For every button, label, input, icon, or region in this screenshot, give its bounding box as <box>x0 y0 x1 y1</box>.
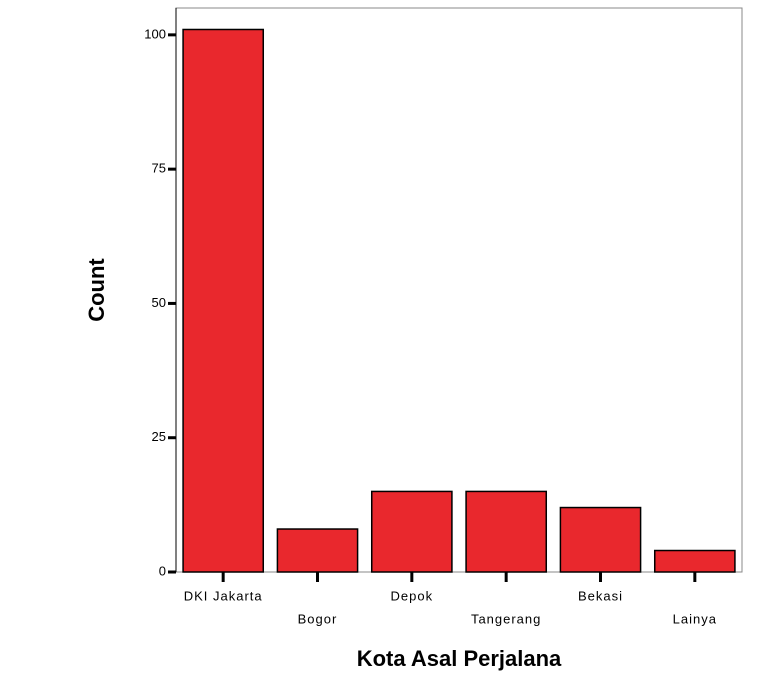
x-tick-label: Depok <box>391 588 434 603</box>
y-tick-label: 75 <box>152 161 166 176</box>
bar <box>277 529 357 572</box>
x-tick-label: Lainya <box>673 611 717 626</box>
bar <box>560 508 640 572</box>
bar <box>372 491 452 572</box>
x-tick-label: Tangerang <box>471 611 541 626</box>
chart: Kota Asal Perjalana Count 0 25 50 75 100 DKI … <box>0 0 773 674</box>
y-axis-title: Count <box>84 258 109 322</box>
y-tick-label: 25 <box>152 429 166 444</box>
x-axis-title: Kota Asal Perjalana <box>357 646 562 671</box>
y-tick-label: 50 <box>152 295 166 310</box>
x-tick-label: Bogor <box>298 611 338 626</box>
bar <box>655 551 735 572</box>
x-tick-label: DKI Jakarta <box>184 588 263 603</box>
y-tick-label: 0 <box>159 563 166 578</box>
bar <box>183 29 263 572</box>
bar <box>466 491 546 572</box>
y-tick-label: 100 <box>144 26 166 41</box>
x-tick-label: Bekasi <box>578 588 623 603</box>
